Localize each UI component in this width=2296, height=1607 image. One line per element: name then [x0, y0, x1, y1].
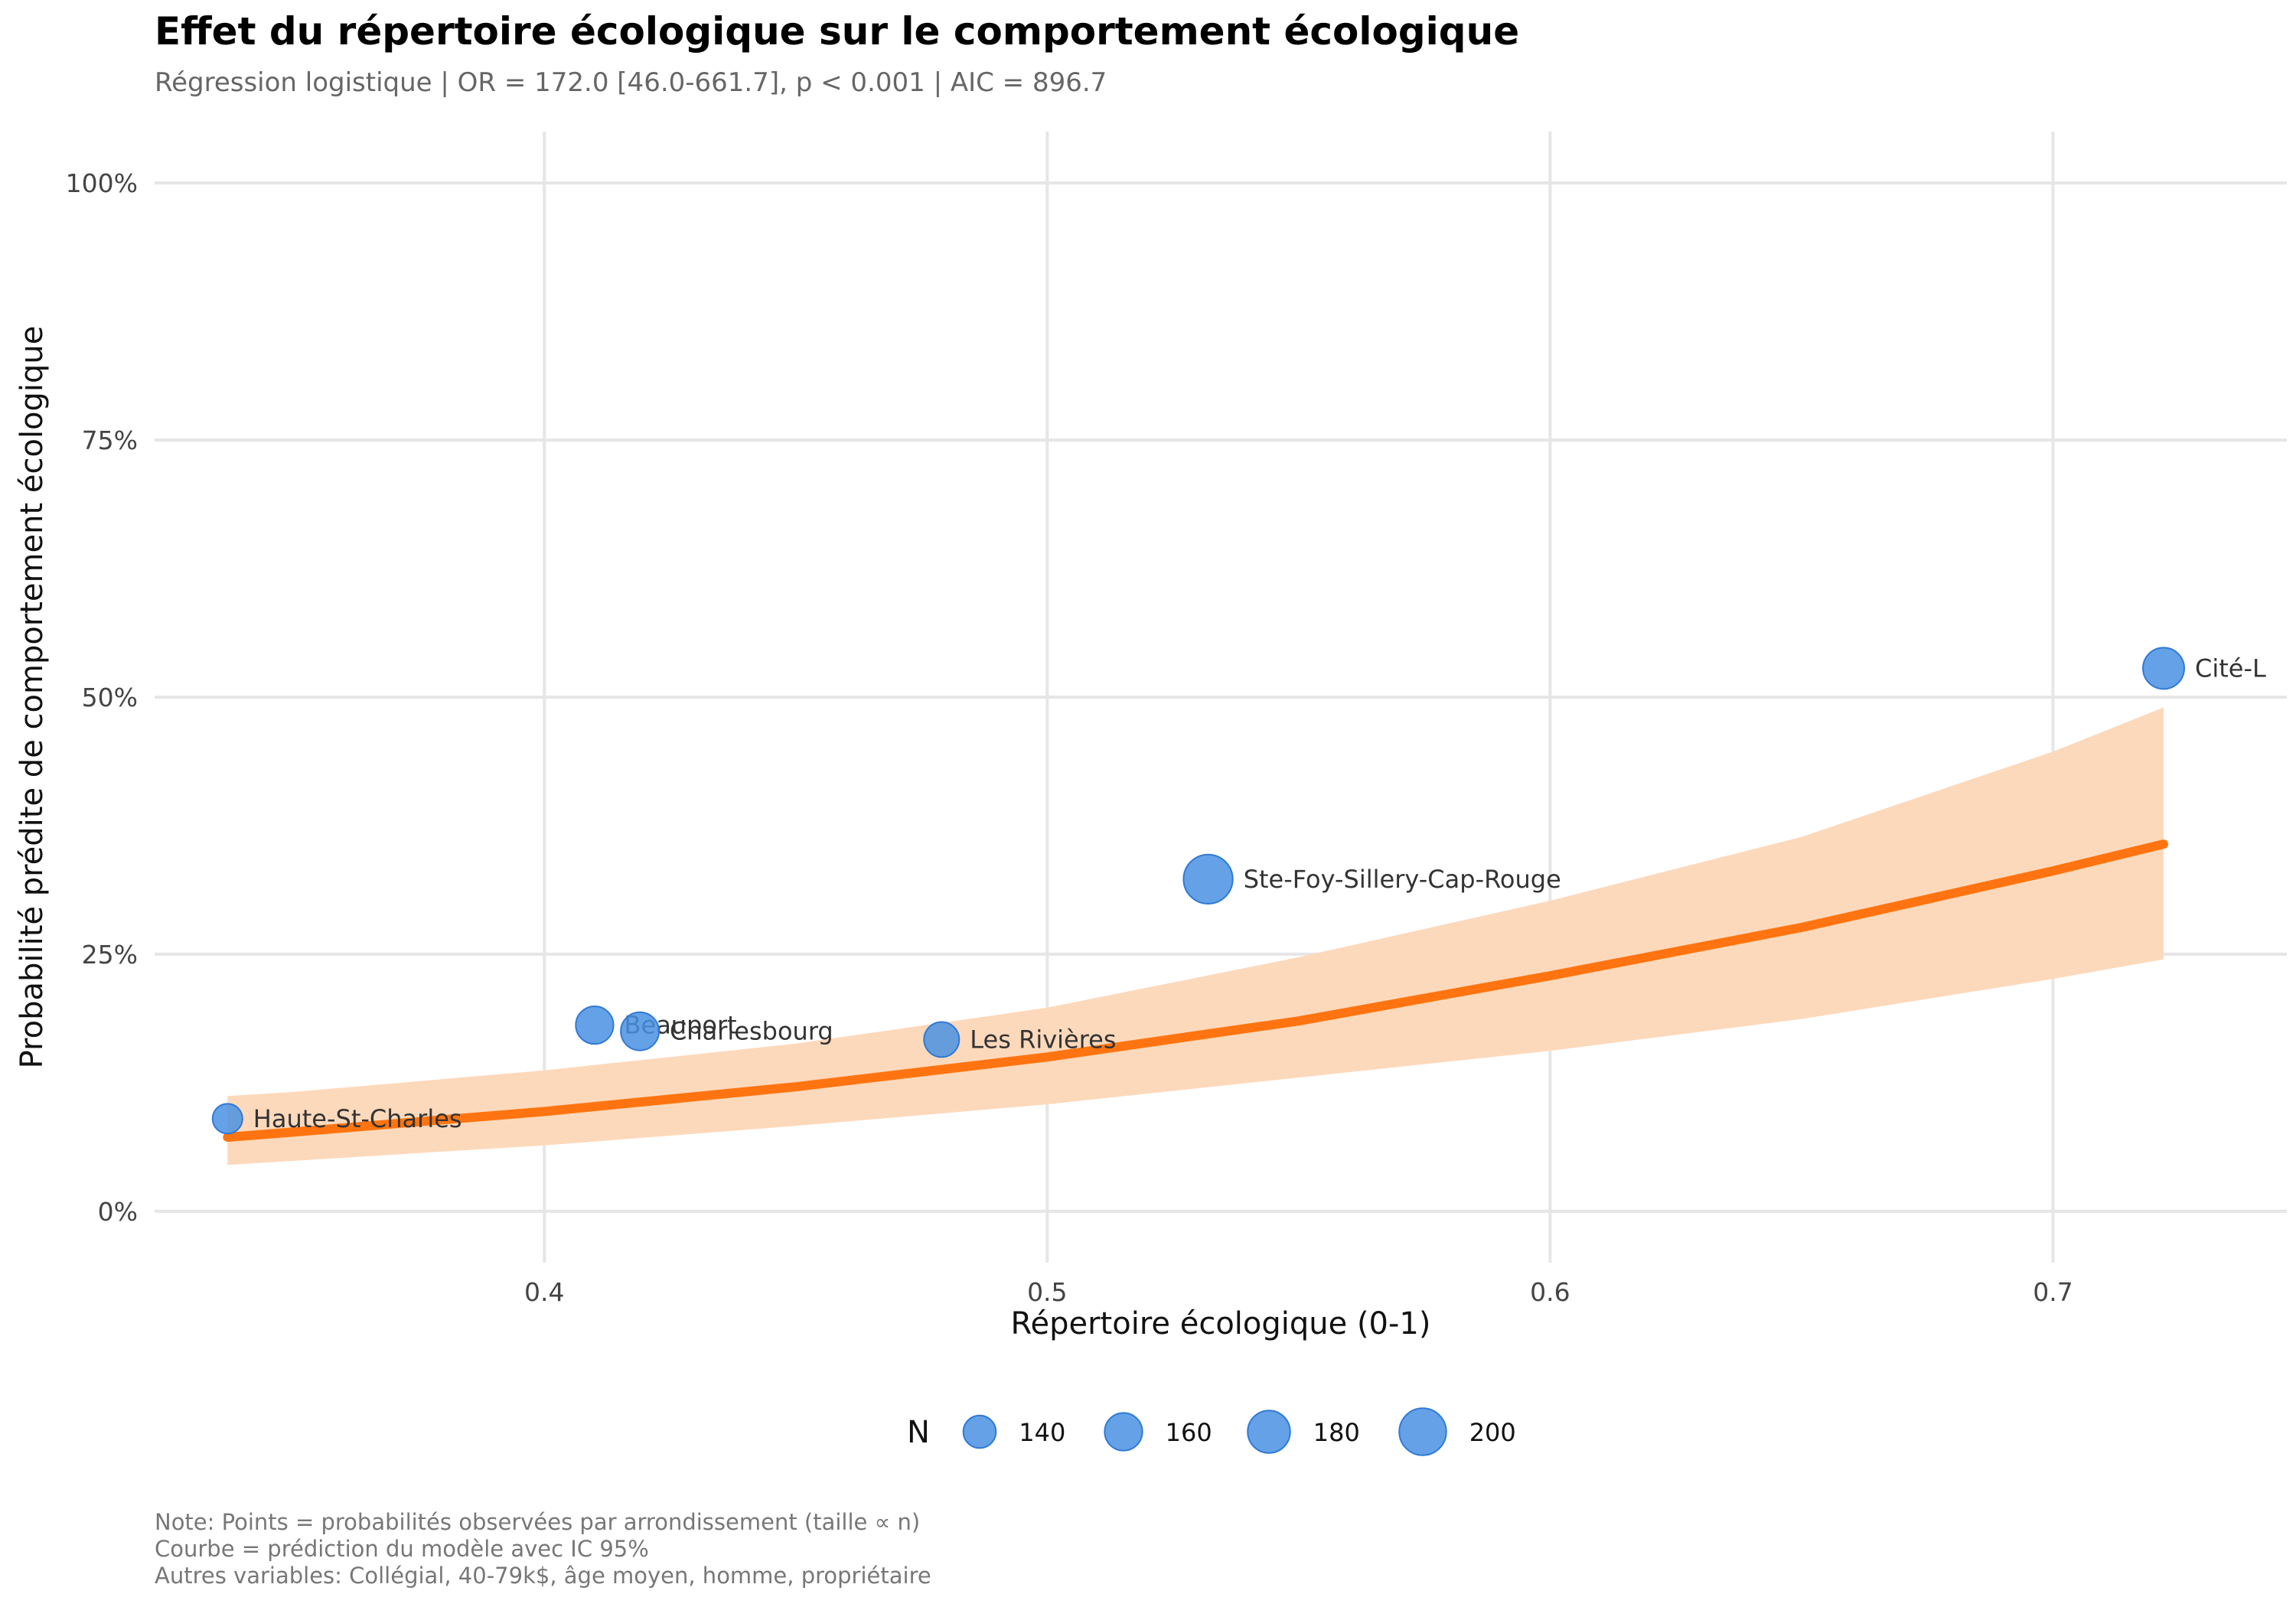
- confidence-ribbon: [227, 707, 2164, 1165]
- legend-label: 200: [1469, 1418, 1516, 1447]
- y-tick-label: 100%: [66, 168, 138, 198]
- prediction-curve: [223, 839, 2168, 1143]
- y-tick-label: 50%: [82, 683, 138, 712]
- x-tick-label: 0.5: [1027, 1277, 1067, 1307]
- x-tick-label: 0.4: [524, 1277, 564, 1307]
- x-tick-label: 0.6: [1530, 1277, 1570, 1307]
- grid-lines: [155, 132, 2287, 1263]
- note-line: Note: Points = probabilités observées pa…: [155, 1509, 921, 1535]
- x-axis-label: Répertoire écologique (0-1): [1011, 1306, 1431, 1341]
- data-point: [575, 1006, 615, 1045]
- axis-ticks: 0.4 0.5 0.6 0.7 0% 25% 50% 75% 100%: [66, 168, 2073, 1307]
- data-point-label: Haute-St-Charles: [253, 1104, 462, 1133]
- data-point: [211, 1103, 243, 1135]
- data-point: [2142, 647, 2185, 690]
- legend-label: 140: [1019, 1418, 1065, 1447]
- data-point-label: Cité-L: [2195, 654, 2266, 683]
- legend-label: 180: [1313, 1418, 1360, 1447]
- x-tick-label: 0.7: [2033, 1277, 2073, 1307]
- data-point: [1182, 853, 1234, 905]
- legend-swatch: [1104, 1412, 1143, 1452]
- chart-subtitle: Régression logistique | OR = 172.0 [46.0…: [155, 67, 1107, 98]
- data-point: [620, 1011, 660, 1051]
- chart-title: Effet du répertoire écologique sur le co…: [155, 9, 1520, 54]
- legend-swatch: [1398, 1407, 1447, 1456]
- data-point: [923, 1021, 960, 1058]
- chart-notes: Note: Points = probabilités observées pa…: [155, 1509, 931, 1589]
- note-line: Courbe = prédiction du modèle avec IC 95…: [155, 1536, 649, 1562]
- y-tick-label: 0%: [98, 1197, 138, 1227]
- note-line: Autres variables: Collégial, 40-79k$, âg…: [155, 1563, 931, 1589]
- data-point-label: Les Rivières: [970, 1025, 1116, 1054]
- y-tick-label: 75%: [82, 425, 138, 455]
- legend-label: 160: [1166, 1418, 1212, 1447]
- legend-swatch: [1247, 1410, 1291, 1454]
- y-tick-label: 25%: [82, 940, 138, 970]
- data-point-label: Ste-Foy-Sillery-Cap-Rouge: [1244, 865, 1561, 894]
- size-legend: N 140 160 180 200: [907, 1407, 1516, 1456]
- y-axis-label: Probabilité prédite de comportement écol…: [15, 326, 50, 1069]
- data-point-label: Charlesbourg: [670, 1017, 833, 1046]
- legend-swatch: [962, 1414, 997, 1449]
- legend-title: N: [907, 1415, 930, 1450]
